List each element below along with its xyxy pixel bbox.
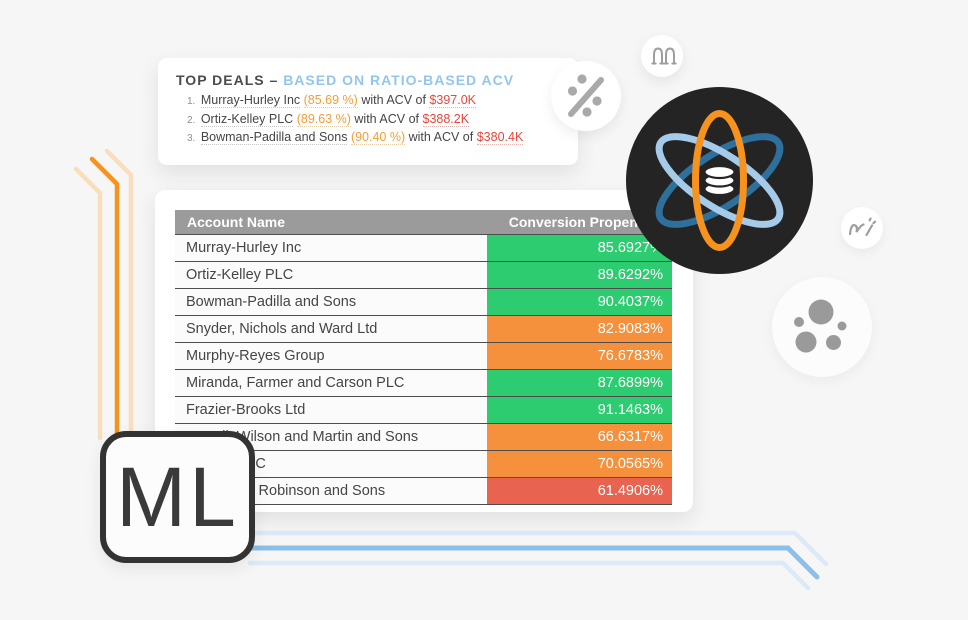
deal-account-name: Bowman-Padilla and Sons (200, 130, 348, 145)
ml-badge-label: ML (116, 450, 239, 544)
account-name-cell: Murray-Hurley Inc (175, 234, 487, 262)
deal-connector-text: with ACV of (361, 93, 426, 107)
table-row: Murray-Hurley Inc 85.6927% (175, 234, 672, 262)
account-name-cell: Miranda, Farmer and Carson PLC (175, 369, 487, 397)
propensity-value-cell: 61.4906% (487, 477, 672, 505)
account-name-cell: Murphy-Reyes Group (175, 342, 487, 370)
deal-acv-value: $380.4K (476, 130, 524, 145)
deal-item: 3. Bowman-Padilla and Sons (90.40 %) wit… (187, 129, 578, 148)
deal-account-name: Murray-Hurley Inc (200, 93, 301, 108)
header-row: Account Name Conversion Propensity (175, 210, 672, 235)
top-deals-title-secondary: BASED ON RATIO-BASED ACV (283, 72, 515, 88)
account-name-cell: Frazier-Brooks Ltd (175, 396, 487, 424)
table-row: Snyder, Nichols and Ward Ltd 82.9083% (175, 315, 672, 343)
propensity-value-cell: 82.9083% (487, 315, 672, 343)
table-row: Frazier-Brooks Ltd 91.1463% (175, 396, 672, 424)
table-row: Bowman-Padilla and Sons 90.4037% (175, 288, 672, 316)
orbit-dark-blue (655, 133, 784, 228)
column-header-account-name: Account Name (175, 210, 487, 235)
top-deals-title: TOP DEALS – BASED ON RATIO-BASED ACV (176, 72, 578, 88)
atom-database-logo (626, 87, 813, 274)
propensity-value-cell: 91.1463% (487, 396, 672, 424)
table-row: Ortiz-Kelley PLC 89.6292% (175, 261, 672, 289)
deal-percentage: (85.69 %) (303, 93, 358, 108)
account-name-cell: Bowman-Padilla and Sons (175, 288, 487, 316)
deal-rank: 1. (187, 96, 196, 107)
deal-acv-value: $397.0K (429, 93, 477, 108)
orange-line-pale-left (73, 166, 103, 441)
deal-rank: 2. (187, 114, 196, 126)
deal-percentage: (89.63 %) (296, 111, 351, 127)
propensity-value-cell: 76.6783% (487, 342, 672, 370)
cluster-dots-icon (794, 299, 847, 353)
deal-account-name: Ortiz-Kelley PLC (200, 111, 294, 127)
scribble-icon (848, 217, 877, 237)
propensity-value-cell: 85.6927% (487, 234, 672, 262)
account-table-header: Account Name Conversion Propensity (175, 210, 672, 235)
propensity-value-cell: 90.4037% (487, 288, 672, 316)
blue-line-pale-bottom (247, 560, 811, 591)
account-table: Account Name Conversion Propensity Murra… (175, 210, 672, 505)
propensity-value-cell: 87.6899% (487, 369, 672, 397)
deal-connector-text: with ACV of (408, 130, 474, 144)
orbit-orange (692, 110, 747, 251)
propensity-value-cell: 66.6317% (487, 423, 672, 451)
double-arch-icon-badge (641, 35, 683, 77)
deal-connector-text: with ACV of (354, 111, 420, 126)
ml-badge: ML (100, 431, 255, 563)
account-name-cell: Ortiz-Kelley PLC (175, 261, 487, 289)
top-deals-list: 1. Murray-Hurley Inc (85.69 %) with ACV … (187, 92, 578, 148)
orange-line-bright (89, 156, 120, 441)
scribble-icon-badge (841, 207, 883, 249)
deal-item: 2. Ortiz-Kelley PLC (89.63 %) with ACV o… (187, 111, 578, 130)
deal-acv-value: $388.2K (422, 111, 470, 127)
deal-percentage: (90.40 %) (350, 130, 406, 145)
top-deals-card: TOP DEALS – BASED ON RATIO-BASED ACV 1. … (158, 58, 578, 165)
orange-line-pale-right (104, 148, 134, 441)
table-row: Murphy-Reyes Group 76.6783% (175, 342, 672, 370)
deal-rank: 3. (187, 133, 196, 144)
double-arch-icon (651, 47, 677, 65)
deal-item: 1. Murray-Hurley Inc (85.69 %) with ACV … (187, 92, 578, 111)
percent-icon-badge (551, 61, 621, 131)
propensity-value-cell: 70.0565% (487, 450, 672, 478)
account-table-body: Murray-Hurley Inc 85.6927% Ortiz-Kelley PL… (175, 234, 672, 505)
blue-line-pale-top (247, 530, 829, 567)
account-table-card: Account Name Conversion Propensity Murra… (155, 190, 693, 512)
top-deals-title-primary: TOP DEALS – (176, 72, 279, 88)
account-name-cell: Snyder, Nichols and Ward Ltd (175, 315, 487, 343)
cluster-icon-badge (772, 277, 872, 377)
blue-line-bright (247, 545, 820, 580)
percent-icon (567, 74, 604, 117)
table-row: Miranda, Farmer and Carson PLC 87.6899% (175, 369, 672, 397)
database-icon (703, 164, 736, 197)
propensity-value-cell: 89.6292% (487, 261, 672, 289)
orbit-light-blue (655, 133, 784, 228)
